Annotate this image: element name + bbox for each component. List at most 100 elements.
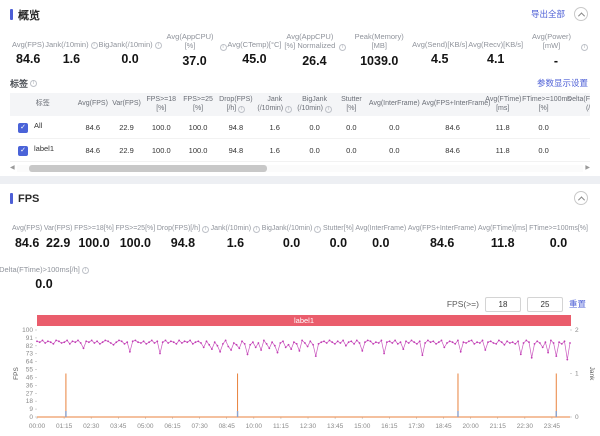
metric-label: Avg(Recv)[KB/s]	[468, 39, 524, 49]
info-icon[interactable]: i	[219, 43, 227, 51]
fps-point	[213, 341, 216, 344]
metric: Avg(FPS+InterFrame) 84.6	[408, 216, 477, 251]
info-icon[interactable]: i	[581, 43, 588, 51]
metric-value: 0.0	[121, 52, 139, 66]
fps-point	[569, 342, 571, 345]
x-axis-tick-label: 16:15	[381, 423, 398, 430]
fps-point	[71, 340, 74, 343]
fps-point	[293, 341, 295, 344]
scroll-right-icon[interactable]: ▶	[585, 165, 590, 172]
column-header-label: Avg(FPS+InterFrame)	[421, 100, 491, 108]
fps-point	[498, 339, 500, 342]
fps-point	[131, 340, 134, 343]
export-all-link[interactable]: 导出全部	[530, 9, 565, 19]
param-display-settings-link[interactable]: 参数显示设置	[536, 77, 588, 88]
metric: Var(FPS) 22.9	[44, 216, 73, 251]
info-icon[interactable]: i	[339, 43, 347, 51]
fps-point	[437, 341, 440, 344]
table-cell: 11.8	[484, 116, 522, 140]
fps-point	[312, 344, 314, 346]
fps-point	[465, 342, 467, 345]
info-icon[interactable]: i	[238, 105, 246, 113]
fps-point	[197, 340, 200, 343]
metric-value: 0.0	[372, 236, 390, 251]
fps-point	[435, 343, 437, 346]
fps-point	[230, 349, 233, 352]
info-icon[interactable]: i	[90, 42, 98, 49]
table-cell: 100.0	[179, 116, 217, 140]
column-header-label: Avg(InterFrame)	[368, 100, 420, 108]
table-cell: 0.0	[521, 116, 567, 140]
info-icon[interactable]: i	[30, 79, 38, 87]
table-row: ✓ label1 84.6 22.9 100.0 100.0 94.8 1.6 0.0 0.0 0.…	[10, 138, 590, 163]
fps-point	[82, 347, 85, 350]
metric-label-row: Var(FPS)	[44, 216, 73, 233]
fps-threshold-low-input[interactable]	[484, 296, 521, 312]
fps-point	[328, 339, 331, 342]
scroll-track[interactable]	[16, 165, 584, 173]
fps-line	[36, 339, 571, 360]
info-icon[interactable]: i	[253, 226, 261, 234]
section-accent-bar	[10, 9, 13, 20]
threshold-action-link[interactable]: 重置	[568, 299, 586, 310]
table-cell: 11.8	[484, 138, 522, 163]
column-header-label: Delta(FTime)>100ms (/h)	[567, 95, 590, 112]
metric-label-row: Avg(Power)[mW] i	[524, 32, 588, 51]
fps-point	[364, 341, 366, 344]
collapse-fps-button[interactable]	[574, 191, 588, 206]
fps-point	[503, 344, 506, 346]
chart-label-bar: label1	[37, 315, 571, 327]
x-axis-tick-label: 06:15	[164, 423, 181, 430]
fps-threshold-high-input[interactable]	[526, 296, 563, 312]
fps-point	[66, 339, 68, 342]
scroll-thumb[interactable]	[28, 165, 267, 173]
fps-point	[224, 339, 227, 342]
info-icon[interactable]: i	[154, 42, 162, 49]
labels-table: 标签 Avg(FPS) Var(FPS) FPS>=18 [%] FPS>=25 [%]…	[10, 92, 590, 163]
checkbox-checked[interactable]: ✓	[18, 146, 28, 157]
fps-point	[41, 339, 44, 342]
fps-point	[314, 355, 317, 358]
fps-point	[257, 342, 260, 345]
fps-point	[263, 339, 265, 342]
fps-point	[52, 343, 55, 346]
fps-point	[309, 340, 312, 343]
fps-point	[331, 341, 334, 344]
info-icon[interactable]: i	[202, 226, 210, 234]
y-axis-title: FPS	[13, 367, 20, 380]
checkbox-checked[interactable]: ✓	[18, 123, 28, 134]
fps-point	[109, 342, 112, 345]
collapse-overview-button[interactable]	[574, 7, 588, 21]
metric: Peak(Memory)[MB] 1039.0	[347, 32, 411, 68]
column-header: Avg(InterFrame)	[367, 92, 421, 117]
fps-point	[470, 339, 473, 342]
fps-point	[506, 340, 508, 343]
label-name: label1	[34, 144, 55, 154]
fps-point	[528, 341, 530, 344]
metric: Avg(Power)[mW] i -	[524, 32, 588, 68]
info-icon[interactable]: i	[285, 105, 293, 113]
metric: FTime>=100ms[%] 0.0	[529, 216, 588, 251]
fps-metrics-row2: Delta(FTime)>100ms[/h] i 0.0	[0, 257, 590, 294]
table-cell: 84.6	[75, 138, 111, 163]
metric-label: Peak(Memory)[MB]	[354, 32, 404, 51]
fps-point	[241, 340, 243, 343]
y-axis-tick-label: 9	[29, 406, 33, 413]
metric-value: 100.0	[119, 236, 151, 251]
fps-point	[156, 340, 159, 343]
fps-point	[478, 342, 481, 345]
scroll-left-icon[interactable]: ◀	[10, 165, 15, 172]
fps-point	[424, 342, 426, 345]
metric-value: 4.1	[487, 52, 505, 66]
fps-point	[418, 340, 421, 343]
info-icon[interactable]: i	[314, 226, 322, 234]
info-icon[interactable]: i	[324, 105, 332, 113]
info-icon[interactable]: i	[81, 267, 89, 275]
fps-metrics: Avg(FPS) 84.6 Var(FPS) 22.9 FPS>=18[%] 100.0 F…	[10, 207, 590, 257]
table-hscrollbar[interactable]: ◀ ▶	[10, 164, 590, 173]
metric-label: Avg(CTemp)[°C]	[227, 39, 282, 49]
fps-point	[159, 352, 161, 355]
metric: Avg(CTemp)[°C] 45.0	[227, 32, 281, 68]
metric: Jank(/10min) i 1.6	[211, 216, 261, 250]
